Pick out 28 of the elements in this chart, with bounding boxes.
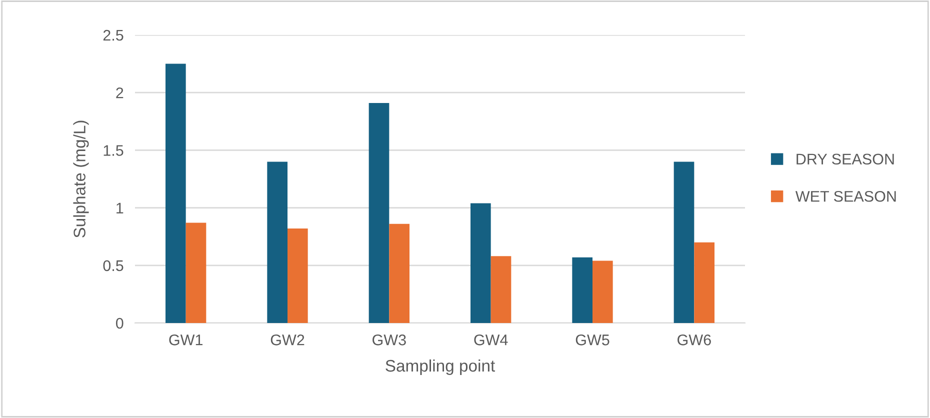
bar [592, 260, 613, 323]
y-tick-label: 2.5 [103, 30, 124, 41]
y-axis-title: Sulphate (mg/L) [73, 120, 89, 238]
bar [470, 203, 491, 323]
bar [389, 224, 410, 323]
bar [166, 64, 186, 323]
legend-label: DRY SEASON [796, 154, 894, 165]
x-axis-title: Sampling point [386, 359, 496, 375]
x-tick-label: GW2 [270, 334, 304, 346]
x-tick-label: GW6 [678, 334, 711, 346]
y-tick-label: 0 [116, 318, 124, 329]
y-tick-label: 1.5 [104, 145, 124, 156]
legend-label: WET SEASON [795, 190, 896, 202]
bar [674, 162, 694, 323]
bar [186, 222, 206, 323]
bar [490, 256, 512, 323]
x-tick-label: GW4 [474, 334, 508, 346]
bar [267, 162, 288, 323]
y-tick-label: 2 [116, 87, 124, 98]
x-tick-label: GW3 [372, 334, 406, 346]
y-tick-label: 1 [116, 202, 124, 214]
bar [288, 228, 308, 323]
bar [572, 257, 592, 323]
bar [694, 242, 714, 323]
y-tick-label: 0.5 [103, 260, 124, 272]
bar [368, 102, 390, 323]
x-tick-label: GW5 [576, 334, 610, 346]
x-tick-label: GW1 [169, 334, 202, 346]
